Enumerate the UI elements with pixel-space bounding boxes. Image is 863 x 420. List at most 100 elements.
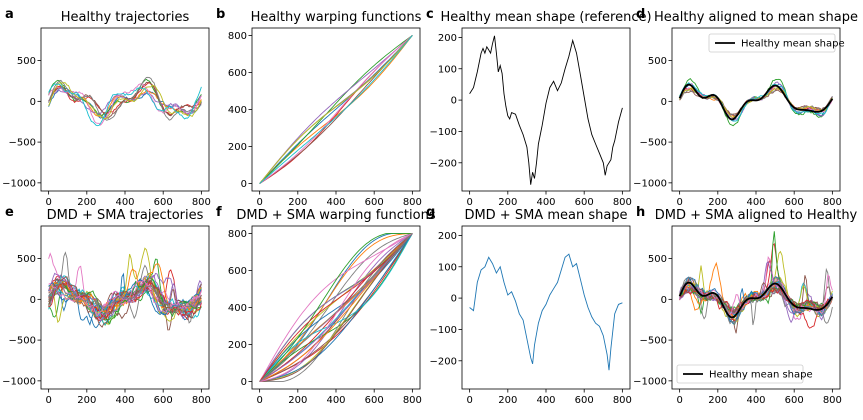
series-line-f-27 [259,233,413,382]
series-group-h [678,231,834,334]
series-line-f-22 [259,232,413,382]
y-tick-label-c-200: 200 [438,33,457,44]
panel-title-b: Healthy warping functions [251,10,422,25]
y-tick-label-h-0: 0 [661,295,667,306]
x-tick-label-c-400: 400 [536,197,555,208]
series-line-f-25 [259,233,413,383]
y-tick-label-f-0: 0 [241,377,247,388]
y-tick-label-f-200: 200 [228,340,247,351]
x-tick-label-a-600: 600 [154,197,173,208]
legend-d: Healthy mean shape [708,33,845,53]
panel-letter-g: g [426,205,435,220]
series-line-b-8 [259,35,413,184]
series-line-d-6 [679,84,833,119]
x-tick-label-g-400: 400 [536,395,555,406]
x-tick-label-c-200: 200 [498,197,517,208]
panel-h: h DMD + SMA aligned to Healthy 0 200 400 600 8… [633,205,857,406]
x-tick-label-a-400: 400 [115,197,134,208]
x-tick-label-a-200: 200 [77,197,96,208]
y-tick-label-e--1000: −1000 [2,376,36,387]
mean-shape-line-d [678,83,834,121]
series-line-h-25 [679,281,833,314]
series-line-f-24 [259,233,413,382]
y-tick-label-g-100: 100 [438,262,457,273]
x-tick-label-e-200: 200 [77,395,96,406]
y-tick-label-f-800: 800 [228,229,247,240]
x-tick-label-d-400: 400 [746,197,765,208]
series-line-a-4 [48,89,202,115]
x-tick-label-c-600: 600 [575,197,594,208]
y-tick-label-g-0: 0 [451,294,457,305]
x-tick-label-c-0: 0 [466,197,472,208]
legend-label-d: Healthy mean shape [741,39,845,50]
panel-title-c: Healthy mean shape (reference) [440,10,651,25]
x-tick-label-g-200: 200 [498,395,517,406]
x-tick-label-h-600: 600 [785,395,804,406]
y-tick-label-e-500: 500 [17,254,36,265]
series-line-a-7 [48,76,202,121]
y-tick-label-b-200: 200 [228,142,247,153]
x-tick-label-b-200: 200 [288,197,307,208]
x-tick-label-f-200: 200 [288,395,307,406]
panel-letter-b: b [216,7,225,22]
series-line-f-26 [259,232,413,383]
series-line-d-4 [679,81,833,122]
panel-title-g: DMD + SMA mean shape [464,208,627,223]
legend-box-d [708,33,836,53]
series-group-g [469,253,623,371]
panel-title-h: DMD + SMA aligned to Healthy [655,208,858,223]
y-tick-label-g--200: −200 [430,356,457,367]
panel-f: f DMD + SMA warping functions 0 200 400 600 80… [216,205,436,406]
x-tick-label-h-400: 400 [746,395,765,406]
panel-a: a Healthy trajectories 0 200 400 600 800 −1000 −… [2,7,211,208]
series-line-f-17 [259,233,413,383]
series-line-f-12 [259,233,413,382]
panel-c: c Healthy mean shape (reference) 0 200 400 60… [426,7,652,208]
panel-e: e DMD + SMA trajectories 0 200 400 600 800 −100… [2,205,211,406]
panel-g: g DMD + SMA mean shape 0 200 400 600 800 −200 −1… [426,205,632,406]
series-line-a-3 [48,82,202,116]
series-group-b [259,35,413,184]
y-tick-label-c-0: 0 [451,96,457,107]
series-line-a-6 [48,83,202,126]
x-tick-label-e-800: 800 [192,395,211,406]
series-line-c-0 [469,35,623,185]
y-tick-label-g--100: −100 [430,325,457,336]
x-tick-label-d-0: 0 [676,197,682,208]
axes-frame-c [461,27,631,192]
series-line-a-0 [48,87,202,119]
panel-title-e: DMD + SMA trajectories [47,208,204,223]
mean-shape-line-h [678,281,834,319]
x-tick-label-b-800: 800 [403,197,422,208]
series-line-f-23 [259,233,413,382]
y-tick-label-h-500: 500 [648,254,667,265]
y-tick-label-d-500: 500 [648,56,667,67]
panel-title-d: Healthy aligned to mean shape [654,10,858,25]
series-line-e-16 [48,252,202,315]
panel-letter-h: h [636,205,645,220]
y-tick-label-d--500: −500 [640,138,667,149]
x-tick-label-f-0: 0 [256,395,262,406]
panel-title-a: Healthy trajectories [61,10,190,25]
x-tick-label-d-800: 800 [823,197,842,208]
y-tick-label-a--1000: −1000 [2,178,36,189]
x-tick-label-e-600: 600 [154,395,173,406]
series-line-d-9 [679,82,833,122]
x-tick-label-g-800: 800 [613,395,632,406]
x-tick-label-d-200: 200 [708,197,727,208]
x-tick-label-g-0: 0 [466,395,472,406]
y-tick-label-f-400: 400 [228,303,247,314]
panel-title-f: DMD + SMA warping functions [236,208,435,223]
series-line-b-0 [259,35,413,184]
x-tick-label-h-200: 200 [708,395,727,406]
series-line-d-0 [679,83,833,122]
y-tick-label-g-200: 200 [438,231,457,242]
panel-letter-f: f [216,205,222,220]
y-tick-label-h--1000: −1000 [633,376,667,387]
panel-d: d Healthy aligned to mean shape 0 200 400 600… [633,7,858,208]
series-line-f-20 [259,233,413,383]
series-line-d-2 [679,77,833,127]
x-tick-label-d-600: 600 [785,197,804,208]
panel-letter-d: d [636,7,645,22]
